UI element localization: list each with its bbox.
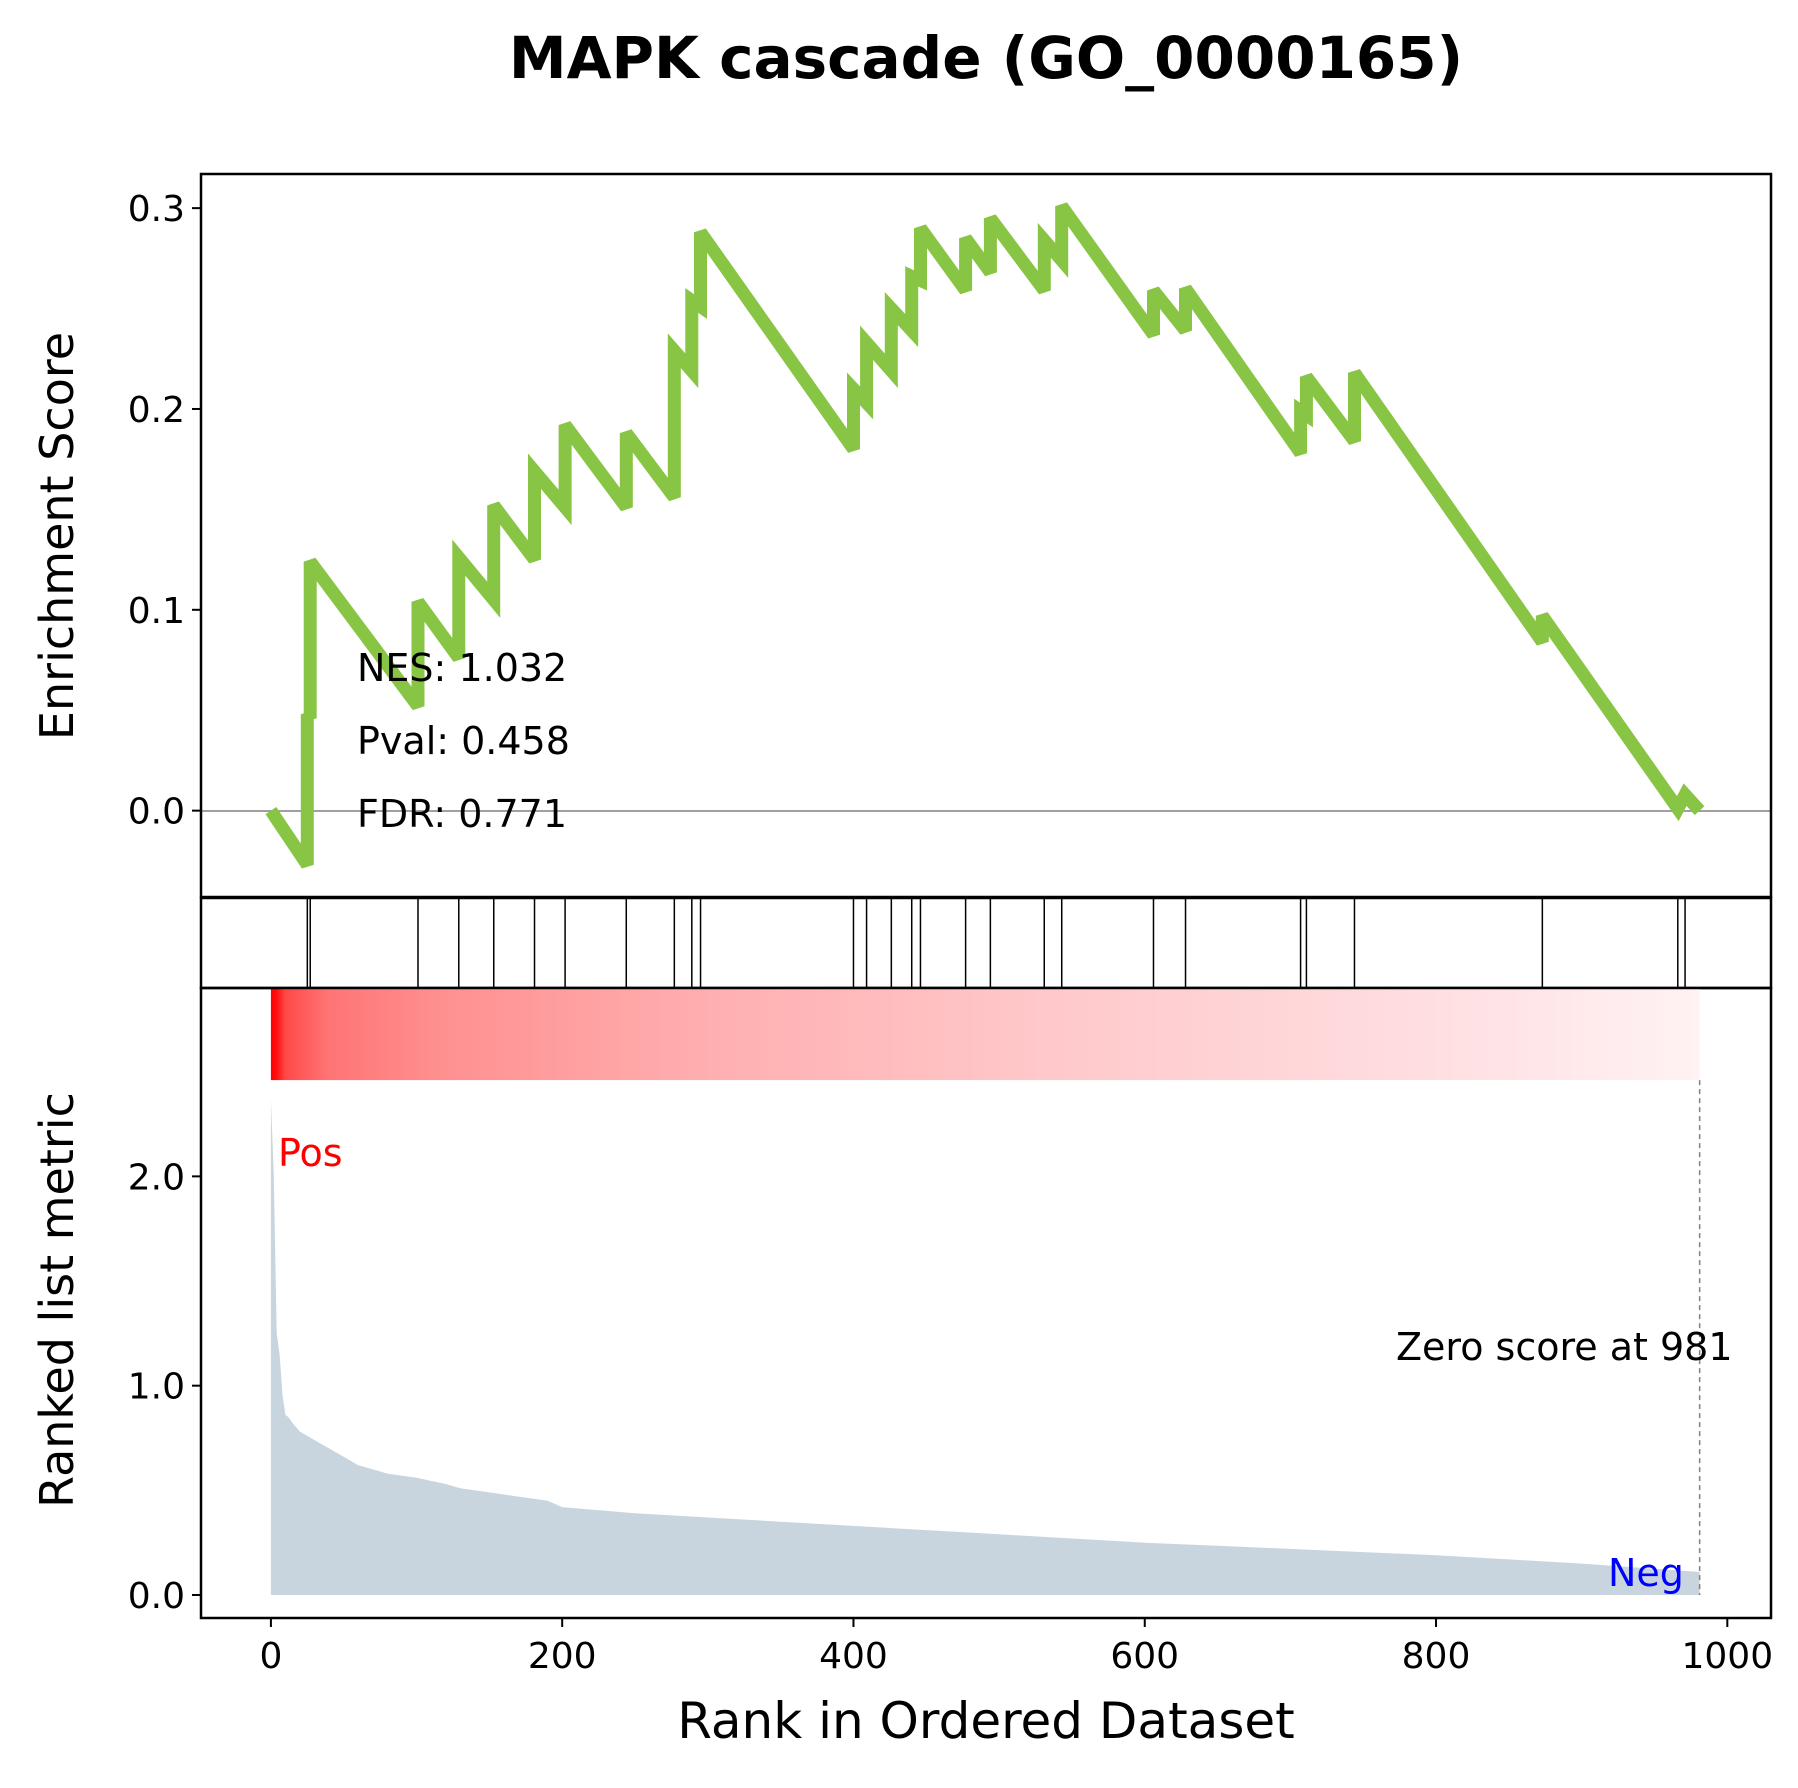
es-y-tick-label: 0.2 [128,390,185,431]
hits-panel [199,896,1773,990]
es-y-tick-label: 0.0 [128,792,185,833]
x-tick-label: 400 [819,1636,888,1677]
es-y-tick-label: 0.3 [128,189,185,230]
es-ylabel: Enrichment Score [30,332,84,740]
x-tick-label: 600 [1110,1636,1179,1677]
metric-panel: Pos Neg Zero score at 981 0.0 1.0 2.0 Rank… [30,986,1773,1620]
pos-label: Pos [278,1131,343,1175]
x-tick-label: 200 [528,1636,597,1677]
hit-markers [306,898,1686,988]
x-tick-label: 1000 [1681,1636,1773,1677]
es-series-line [265,202,1705,869]
metric-y-tick-label: 2.0 [128,1157,185,1198]
chart-title: MAPK cascade (GO_0000165) [509,24,1463,92]
es-stat-fdr: FDR: 0.771 [357,792,567,836]
metric-area [270,1098,1700,1595]
x-tick-label: 0 [259,1636,282,1677]
metric-y-tick-label: 0.0 [128,1576,185,1617]
zero-score-label: Zero score at 981 [1396,1325,1733,1369]
metric-panel-frame [199,986,1773,1620]
es-y-axis: 0.0 0.1 0.2 0.3 [128,189,201,833]
rank-heatmap [270,988,1700,1081]
metric-y-tick-label: 1.0 [128,1367,185,1408]
es-stat-pval: Pval: 0.458 [357,719,570,763]
x-axis: 0 200 400 600 800 1000 [259,1618,1773,1677]
es-panel: 0.0 0.1 0.2 0.3 NES: 1.032 Pval: 0.458 FDR:… [30,172,1773,899]
neg-label: Neg [1608,1551,1684,1595]
es-panel-frame [199,172,1773,899]
es-stat-nes: NES: 1.032 [357,646,567,690]
x-tick-label: 800 [1402,1636,1471,1677]
hits-panel-frame [199,896,1773,990]
es-y-tick-label: 0.1 [128,591,185,632]
x-axis-label: Rank in Ordered Dataset [677,1692,1294,1750]
metric-y-axis: 0.0 1.0 2.0 [128,1157,201,1617]
metric-ylabel: Ranked list metric [30,1092,84,1508]
